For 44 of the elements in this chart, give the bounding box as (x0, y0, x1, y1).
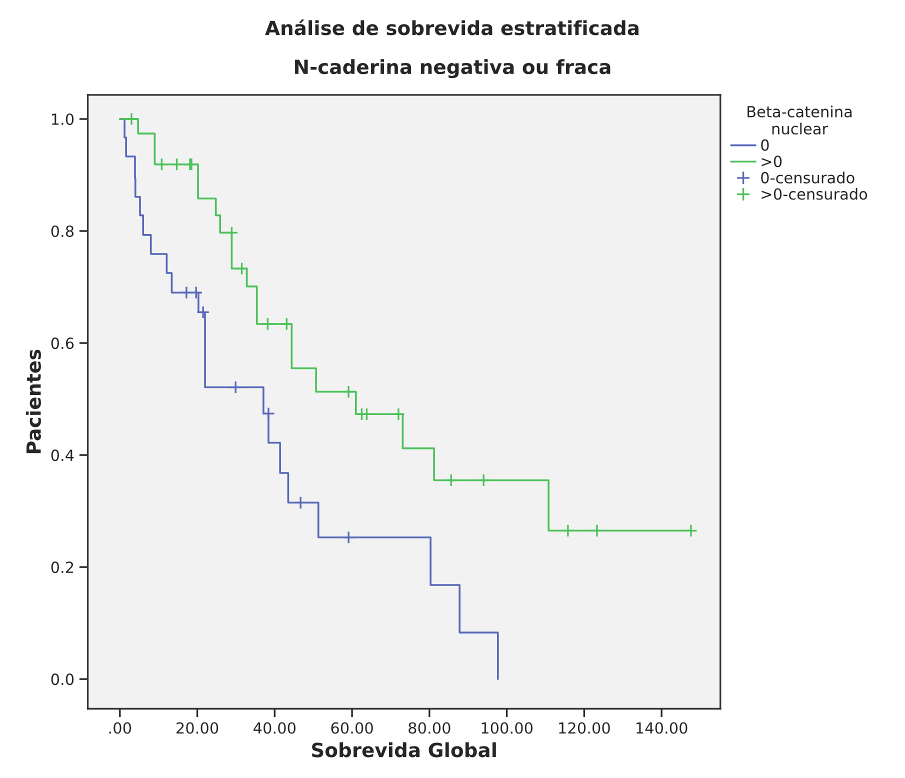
point (392, 408, 406, 421)
point (189, 286, 203, 300)
x-tick-label: .00 (109, 722, 132, 734)
legend-title: Beta-catenina nuclear (748, 106, 852, 135)
y-tick-label: 0.0 (51, 674, 74, 686)
point (261, 317, 274, 331)
point (280, 317, 294, 331)
chart-title: Análise de sobrevida estratificada (265, 19, 639, 36)
point (342, 530, 356, 544)
point (228, 380, 242, 394)
point (155, 158, 168, 172)
point (342, 385, 356, 398)
x-tick-label: 80.00 (408, 722, 450, 734)
legend-label: >0-censurado (762, 188, 868, 200)
point (170, 158, 184, 172)
y-tick-label: 0.6 (51, 337, 74, 350)
point (225, 226, 238, 240)
legend-label: >0 (762, 156, 782, 168)
point (561, 524, 575, 538)
point (262, 406, 276, 420)
x-tick-label: 20.00 (176, 722, 218, 734)
x-tick-label: 140.00 (636, 722, 688, 734)
point (294, 496, 308, 510)
point (444, 474, 458, 487)
point (684, 524, 698, 538)
legend-label: 0 (761, 139, 769, 151)
y-tick-label: 0.4 (51, 450, 74, 462)
x-tick-label: 100.00 (482, 722, 533, 734)
point (196, 306, 210, 319)
legend-label: 0-censurado (761, 172, 854, 184)
point (590, 524, 604, 538)
point (124, 112, 138, 126)
x-axis-title: Sobrevida Global (312, 742, 496, 758)
chart-subtitle: N-caderina negativa ou fraca (295, 59, 610, 78)
x-tick-label: 40.00 (254, 722, 296, 734)
x-tick-label: 120.00 (559, 722, 610, 734)
point (180, 286, 194, 300)
x-tick-label: 60.00 (331, 722, 373, 734)
y-tick-label: 0.2 (51, 562, 74, 574)
point (235, 262, 248, 276)
y-tick-label: 0.8 (51, 225, 74, 238)
y-tick-label: 1.0 (52, 113, 74, 126)
point (476, 474, 490, 487)
y-axis-title: Pacientes (26, 350, 41, 454)
